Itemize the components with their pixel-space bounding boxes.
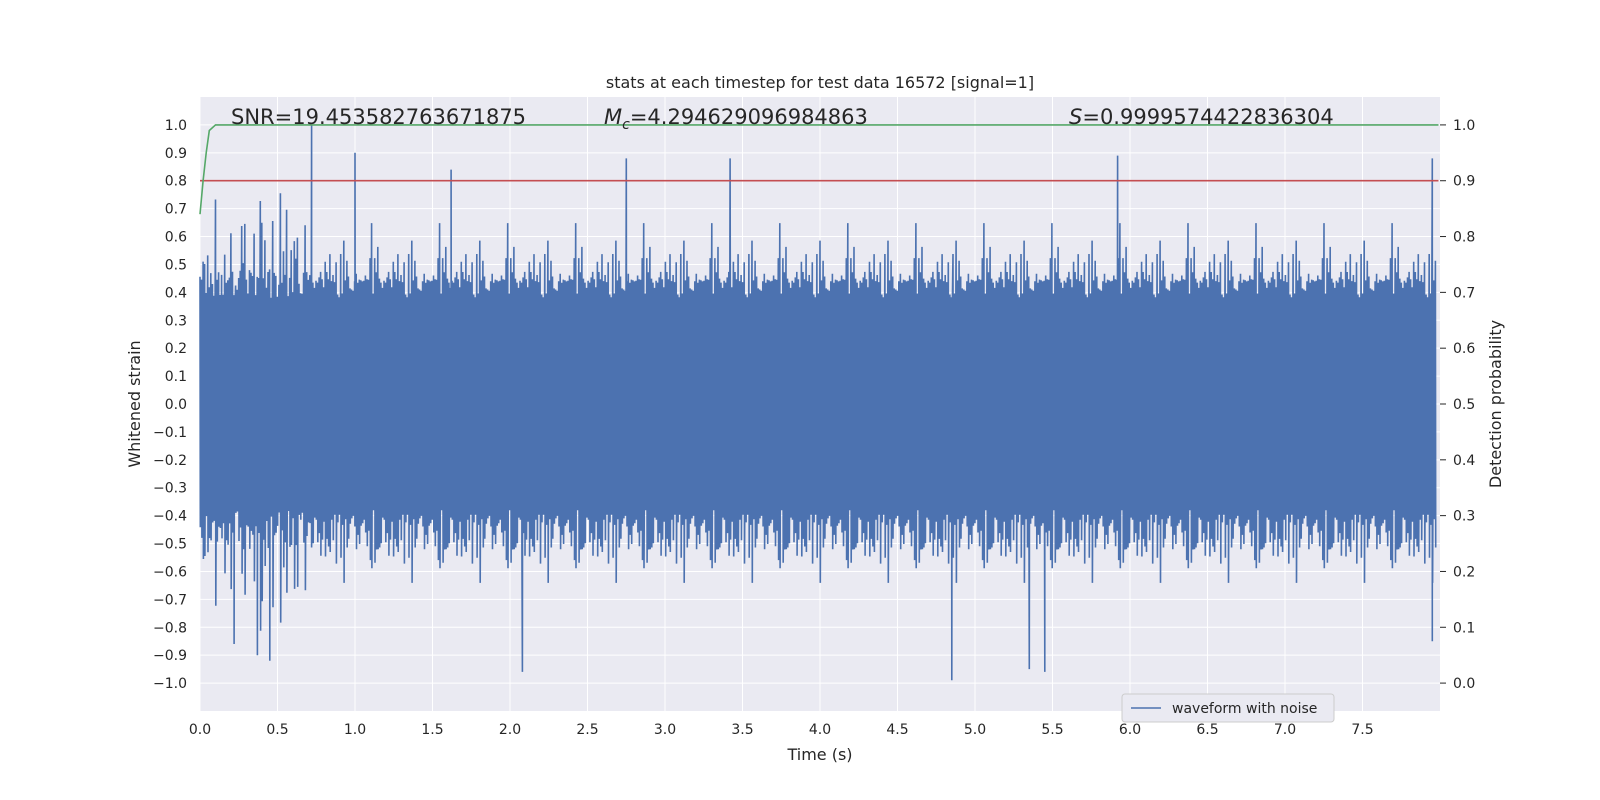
y2-tick-label: 0.4 bbox=[1453, 453, 1475, 469]
y-tick-label: −0.7 bbox=[153, 592, 187, 608]
y-tick-label: 1.0 bbox=[165, 118, 187, 134]
waveform-line bbox=[199, 124, 1437, 681]
x-tick-label: 1.0 bbox=[344, 722, 366, 738]
y-tick-label: −0.6 bbox=[153, 564, 187, 580]
x-tick-label: 7.0 bbox=[1274, 722, 1296, 738]
y-tick-label: −0.9 bbox=[153, 648, 187, 664]
y-tick-label: −1.0 bbox=[153, 676, 187, 692]
y-tick-label: 0.7 bbox=[165, 202, 187, 218]
y2-tick-label: 0.0 bbox=[1453, 676, 1475, 692]
x-tick-label: 4.0 bbox=[809, 722, 831, 738]
x-tick-label: 0.5 bbox=[266, 722, 288, 738]
y-tick-label: −0.4 bbox=[153, 509, 187, 525]
y2-tick-label: 0.3 bbox=[1453, 509, 1475, 525]
overlay-lines bbox=[199, 124, 1439, 215]
y2-tick-label: 0.1 bbox=[1453, 620, 1475, 636]
x-tick-label: 4.5 bbox=[886, 722, 908, 738]
x-axis-label: Time (s) bbox=[786, 745, 852, 764]
y2-tick-label: 1.0 bbox=[1453, 118, 1475, 134]
x-tick-label: 2.0 bbox=[499, 722, 521, 738]
y-tick-label: −0.1 bbox=[153, 425, 187, 441]
snr-annotation: SNR=19.453582763671875 bbox=[231, 105, 526, 129]
x-tick-label: 3.0 bbox=[654, 722, 676, 738]
y-tick-label: 0.8 bbox=[165, 174, 187, 190]
x-tick-label: 7.5 bbox=[1351, 722, 1373, 738]
y-tick-label: 0.3 bbox=[165, 313, 187, 329]
x-ticks: 0.0 0.5 1.0 1.5 2.0 2.5 3.0 3.5 4.0 4.5 5.0 5.5 6.0 6… bbox=[189, 722, 1374, 738]
mc-annotation: Mc=4.294629096984863 bbox=[604, 105, 868, 133]
x-tick-label: 5.5 bbox=[1041, 722, 1063, 738]
x-tick-label: 2.5 bbox=[576, 722, 598, 738]
y-tick-label: −0.5 bbox=[153, 537, 187, 553]
y-tick-label: 0.0 bbox=[165, 397, 187, 413]
x-tick-label: 3.5 bbox=[731, 722, 753, 738]
legend-entry: waveform with noise bbox=[1172, 701, 1317, 717]
y2-tick-label: 0.2 bbox=[1453, 564, 1475, 580]
y2-tick-label: 0.6 bbox=[1453, 341, 1475, 357]
y-tick-label: 0.4 bbox=[165, 285, 187, 301]
y2-tick-label: 0.7 bbox=[1453, 285, 1475, 301]
chart-title: stats at each timestep for test data 165… bbox=[606, 73, 1034, 92]
x-tick-label: 0.0 bbox=[189, 722, 211, 738]
x-tick-label: 6.5 bbox=[1196, 722, 1218, 738]
waveform-series bbox=[199, 124, 1437, 681]
y-tick-label: 0.5 bbox=[165, 257, 187, 273]
y-tick-label: 0.1 bbox=[165, 369, 187, 385]
x-tick-label: 6.0 bbox=[1119, 722, 1141, 738]
legend-box bbox=[1121, 693, 1335, 723]
y2-tick-label: 0.8 bbox=[1453, 230, 1475, 246]
y-tick-label: −0.2 bbox=[153, 453, 187, 469]
legend: waveform with noise bbox=[1121, 693, 1335, 723]
s-annotation: S=0.9999574422836304 bbox=[1069, 105, 1334, 129]
y2-tick-label: 0.9 bbox=[1453, 174, 1475, 190]
y-tick-label: −0.3 bbox=[153, 481, 187, 497]
detection-probability-line bbox=[199, 124, 1439, 215]
y-axis-label: Whitened strain bbox=[125, 340, 144, 467]
x-tick-label: 1.5 bbox=[421, 722, 443, 738]
y-tick-label: 0.9 bbox=[165, 146, 187, 162]
y-tick-label: 0.2 bbox=[165, 341, 187, 357]
x-tick-label: 5.0 bbox=[964, 722, 986, 738]
y-ticks: 1.0 0.9 0.8 0.7 0.6 0.5 0.4 0.3 0.2 0.1 0.0 −0.1 −0.… bbox=[153, 118, 187, 692]
y-tick-label: 0.6 bbox=[165, 230, 187, 246]
y-tick-label: −0.8 bbox=[153, 620, 187, 636]
y2-axis-label: Detection probability bbox=[1486, 320, 1505, 488]
y2-tick-label: 0.5 bbox=[1453, 397, 1475, 413]
y2-ticks: 1.0 0.9 0.8 0.7 0.6 0.5 0.4 0.3 0.2 0.1 0.0 bbox=[1440, 118, 1475, 692]
